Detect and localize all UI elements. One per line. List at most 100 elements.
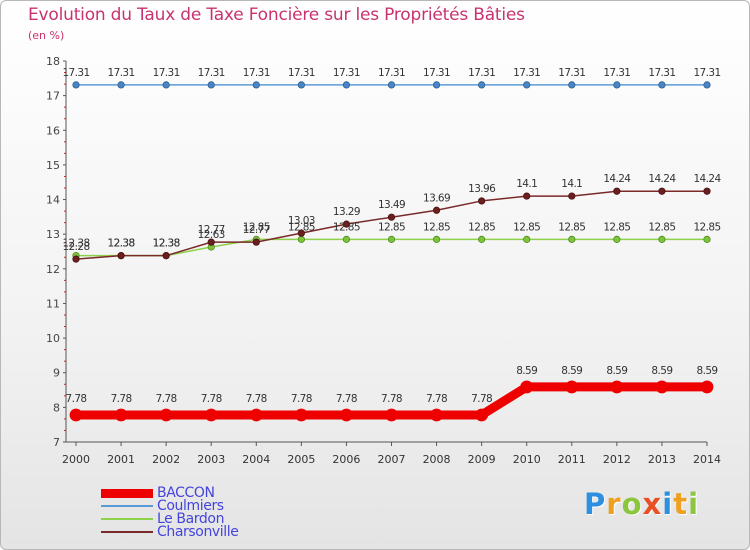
y-tick-label: 13 (46, 228, 60, 241)
data-point-baccon (430, 408, 443, 422)
data-point-coulmiers (162, 81, 170, 89)
data-label-charsonville: 13.96 (468, 183, 496, 195)
data-label-charsonville: 13.69 (423, 192, 450, 204)
data-point-coulmiers (207, 81, 215, 89)
data-point-charsonville (117, 252, 125, 260)
data-point-baccon (159, 408, 173, 422)
data-point-le-bardon (478, 235, 486, 243)
data-point-le-bardon (523, 235, 531, 243)
x-tick-label: 2001 (107, 453, 135, 466)
data-point-coulmiers (117, 81, 125, 89)
data-label-charsonville: 14.1 (516, 178, 537, 190)
data-label-baccon: 7.78 (156, 393, 177, 405)
data-point-charsonville (613, 187, 621, 195)
x-tick-label: 2006 (332, 453, 360, 466)
data-point-coulmiers (478, 81, 486, 89)
data-label-le-bardon: 12.63 (198, 229, 225, 241)
data-label-baccon: 7.78 (246, 393, 267, 405)
data-label-le-bardon: 12.85 (603, 221, 630, 233)
data-label-baccon: 8.59 (561, 365, 582, 377)
series-charsonville (72, 187, 711, 263)
data-label-baccon: 7.78 (201, 393, 222, 405)
data-label-le-bardon: 12.85 (243, 221, 270, 233)
x-tick-label: 2013 (648, 453, 676, 466)
data-point-charsonville (297, 229, 305, 237)
y-tick-label: 7 (53, 436, 60, 449)
logo-letter: P (584, 487, 607, 521)
data-label-coulmiers: 17.31 (378, 67, 405, 79)
data-point-baccon (249, 408, 263, 422)
data-point-le-bardon (703, 235, 711, 243)
y-tick-label: 8 (53, 401, 60, 414)
data-label-baccon: 8.59 (651, 365, 672, 377)
data-label-coulmiers: 17.31 (198, 67, 225, 79)
data-point-coulmiers (72, 81, 80, 89)
data-point-baccon (610, 380, 624, 394)
y-tick-label: 11 (46, 297, 60, 310)
data-point-baccon (700, 380, 714, 394)
x-tick-label: 2011 (558, 453, 586, 466)
data-point-coulmiers (252, 81, 260, 89)
y-tick-label: 16 (46, 124, 60, 137)
data-label-charsonville: 12.28 (62, 241, 89, 253)
data-label-charsonville: 13.49 (378, 199, 405, 211)
data-point-coulmiers (613, 81, 621, 89)
y-tick-label: 10 (46, 332, 60, 345)
data-point-charsonville (387, 213, 396, 221)
data-point-coulmiers (568, 81, 576, 89)
y-tick-label: 17 (46, 90, 60, 103)
data-point-coulmiers (297, 81, 305, 89)
legend-swatch-coulmiers (101, 505, 153, 507)
data-point-le-bardon (613, 235, 621, 243)
data-label-charsonville: 12.77 (243, 224, 270, 236)
data-label-coulmiers: 17.31 (108, 67, 135, 79)
data-point-coulmiers (658, 81, 666, 89)
data-point-baccon (204, 408, 218, 422)
data-point-coulmiers (387, 81, 396, 89)
data-point-coulmiers (432, 81, 441, 89)
logo-letter: o (621, 487, 643, 521)
chart-title: Evolution du Taux de Taxe Foncière sur l… (28, 5, 525, 25)
legend-item-coulmiers: Coulmiers (101, 498, 238, 514)
data-point-baccon (340, 408, 353, 422)
legend-item-le-bardon: Le Bardon (101, 511, 238, 527)
data-point-coulmiers (703, 81, 711, 89)
x-tick-label: 2002 (152, 453, 180, 466)
data-point-baccon (475, 408, 489, 422)
data-label-le-bardon: 12.85 (693, 221, 720, 233)
x-tick-label: 2012 (603, 453, 631, 466)
x-tick-label: 2005 (287, 453, 315, 466)
data-label-baccon: 7.78 (111, 393, 132, 405)
data-point-baccon (565, 380, 579, 394)
data-label-le-bardon: 12.85 (333, 221, 360, 233)
data-label-le-bardon: 12.85 (648, 221, 675, 233)
data-label-coulmiers: 17.31 (62, 67, 89, 79)
data-label-le-bardon: 12.38 (62, 238, 89, 250)
data-point-baccon (520, 380, 534, 394)
data-point-le-bardon (568, 235, 576, 243)
legend-label-charsonville: Charsonville (157, 524, 239, 540)
legend-label-baccon: BACCON (157, 485, 215, 501)
logo-letter: x (642, 487, 663, 521)
legend-label-coulmiers: Coulmiers (157, 498, 224, 514)
legend-swatch-le-bardon (101, 518, 153, 520)
y-tick-label: 14 (46, 194, 60, 207)
data-label-coulmiers: 17.31 (648, 67, 675, 79)
data-label-baccon: 8.59 (516, 365, 537, 377)
data-label-baccon: 7.78 (291, 393, 312, 405)
data-label-le-bardon: 12.85 (288, 221, 315, 233)
data-point-charsonville (478, 197, 486, 205)
x-tick-label: 2000 (62, 453, 90, 466)
logo-letter: i (688, 487, 700, 521)
data-label-charsonville: 14.24 (648, 173, 676, 185)
data-label-coulmiers: 17.31 (288, 67, 315, 79)
x-tick-label: 2007 (378, 453, 406, 466)
data-label-baccon: 7.78 (471, 393, 492, 405)
legend-item-baccon: BACCON (101, 485, 238, 501)
data-point-le-bardon (658, 235, 666, 243)
data-point-baccon (294, 408, 308, 422)
x-tick-label: 2004 (242, 453, 270, 466)
data-point-charsonville (568, 192, 576, 200)
